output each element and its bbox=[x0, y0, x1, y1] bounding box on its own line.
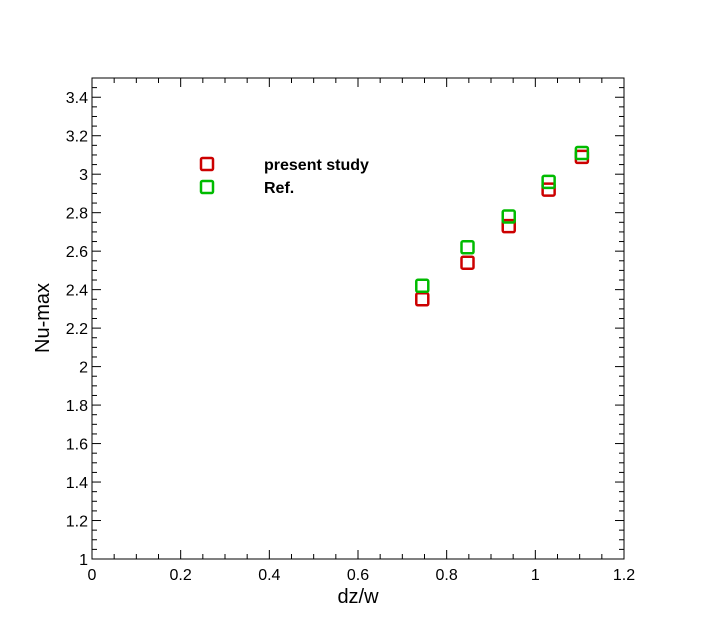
plot-frame bbox=[91, 77, 625, 560]
x-tick-label: 0.4 bbox=[258, 567, 280, 584]
data-point-series-1 bbox=[574, 149, 590, 165]
y-tick-label: 1.4 bbox=[66, 475, 88, 492]
data-point-series-2 bbox=[415, 278, 430, 294]
data-point-series-1 bbox=[460, 255, 475, 270]
points-layer bbox=[415, 145, 590, 307]
legend: present study Ref. bbox=[199, 156, 369, 197]
y-tick-label: 3.2 bbox=[66, 129, 88, 146]
y-tick-label: 1.2 bbox=[66, 514, 88, 531]
y-tick-label: 1.6 bbox=[66, 437, 88, 454]
legend-label-series-2: Ref. bbox=[264, 180, 294, 197]
x-tick-label: 0.2 bbox=[170, 567, 192, 584]
y-tick-label: 1 bbox=[79, 552, 88, 569]
data-point-series-2 bbox=[541, 174, 556, 190]
data-point-series-1 bbox=[541, 182, 556, 197]
x-tick-label: 0.8 bbox=[436, 567, 458, 584]
legend-label-series-1: present study bbox=[264, 157, 369, 174]
data-point-series-2 bbox=[574, 145, 590, 161]
x-tick-label: 0.6 bbox=[347, 567, 369, 584]
y-tick-label: 3.4 bbox=[66, 90, 88, 107]
y-tick-label: 2.8 bbox=[66, 206, 88, 223]
legend-marker-series-1 bbox=[199, 156, 215, 172]
legend-marker-series-2 bbox=[199, 179, 215, 195]
ticks-layer: 0 0.2 0.4 0.6 0.8 1 1.2 1 1.2 1.4 1.6 1.8 2 2.2 2.4 2.6… bbox=[66, 78, 635, 584]
x-tick-label: 1 bbox=[531, 567, 540, 584]
y-tick-label: 3 bbox=[79, 167, 88, 184]
x-axis-title: dz/w bbox=[337, 586, 379, 608]
y-tick-label: 2.2 bbox=[66, 321, 88, 338]
y-axis-title: Nu-max bbox=[32, 283, 54, 353]
x-tick-label: 1.2 bbox=[613, 567, 635, 584]
x-tick-label: 0 bbox=[88, 567, 97, 584]
data-point-series-2 bbox=[501, 209, 516, 224]
data-point-series-1 bbox=[415, 292, 430, 307]
y-tick-label: 1.8 bbox=[66, 398, 88, 415]
data-point-series-1 bbox=[501, 218, 516, 234]
y-tick-label: 2.6 bbox=[66, 244, 88, 261]
y-tick-label: 2 bbox=[79, 360, 88, 377]
data-point-series-2 bbox=[460, 240, 475, 255]
y-tick-label: 2.4 bbox=[66, 283, 88, 300]
